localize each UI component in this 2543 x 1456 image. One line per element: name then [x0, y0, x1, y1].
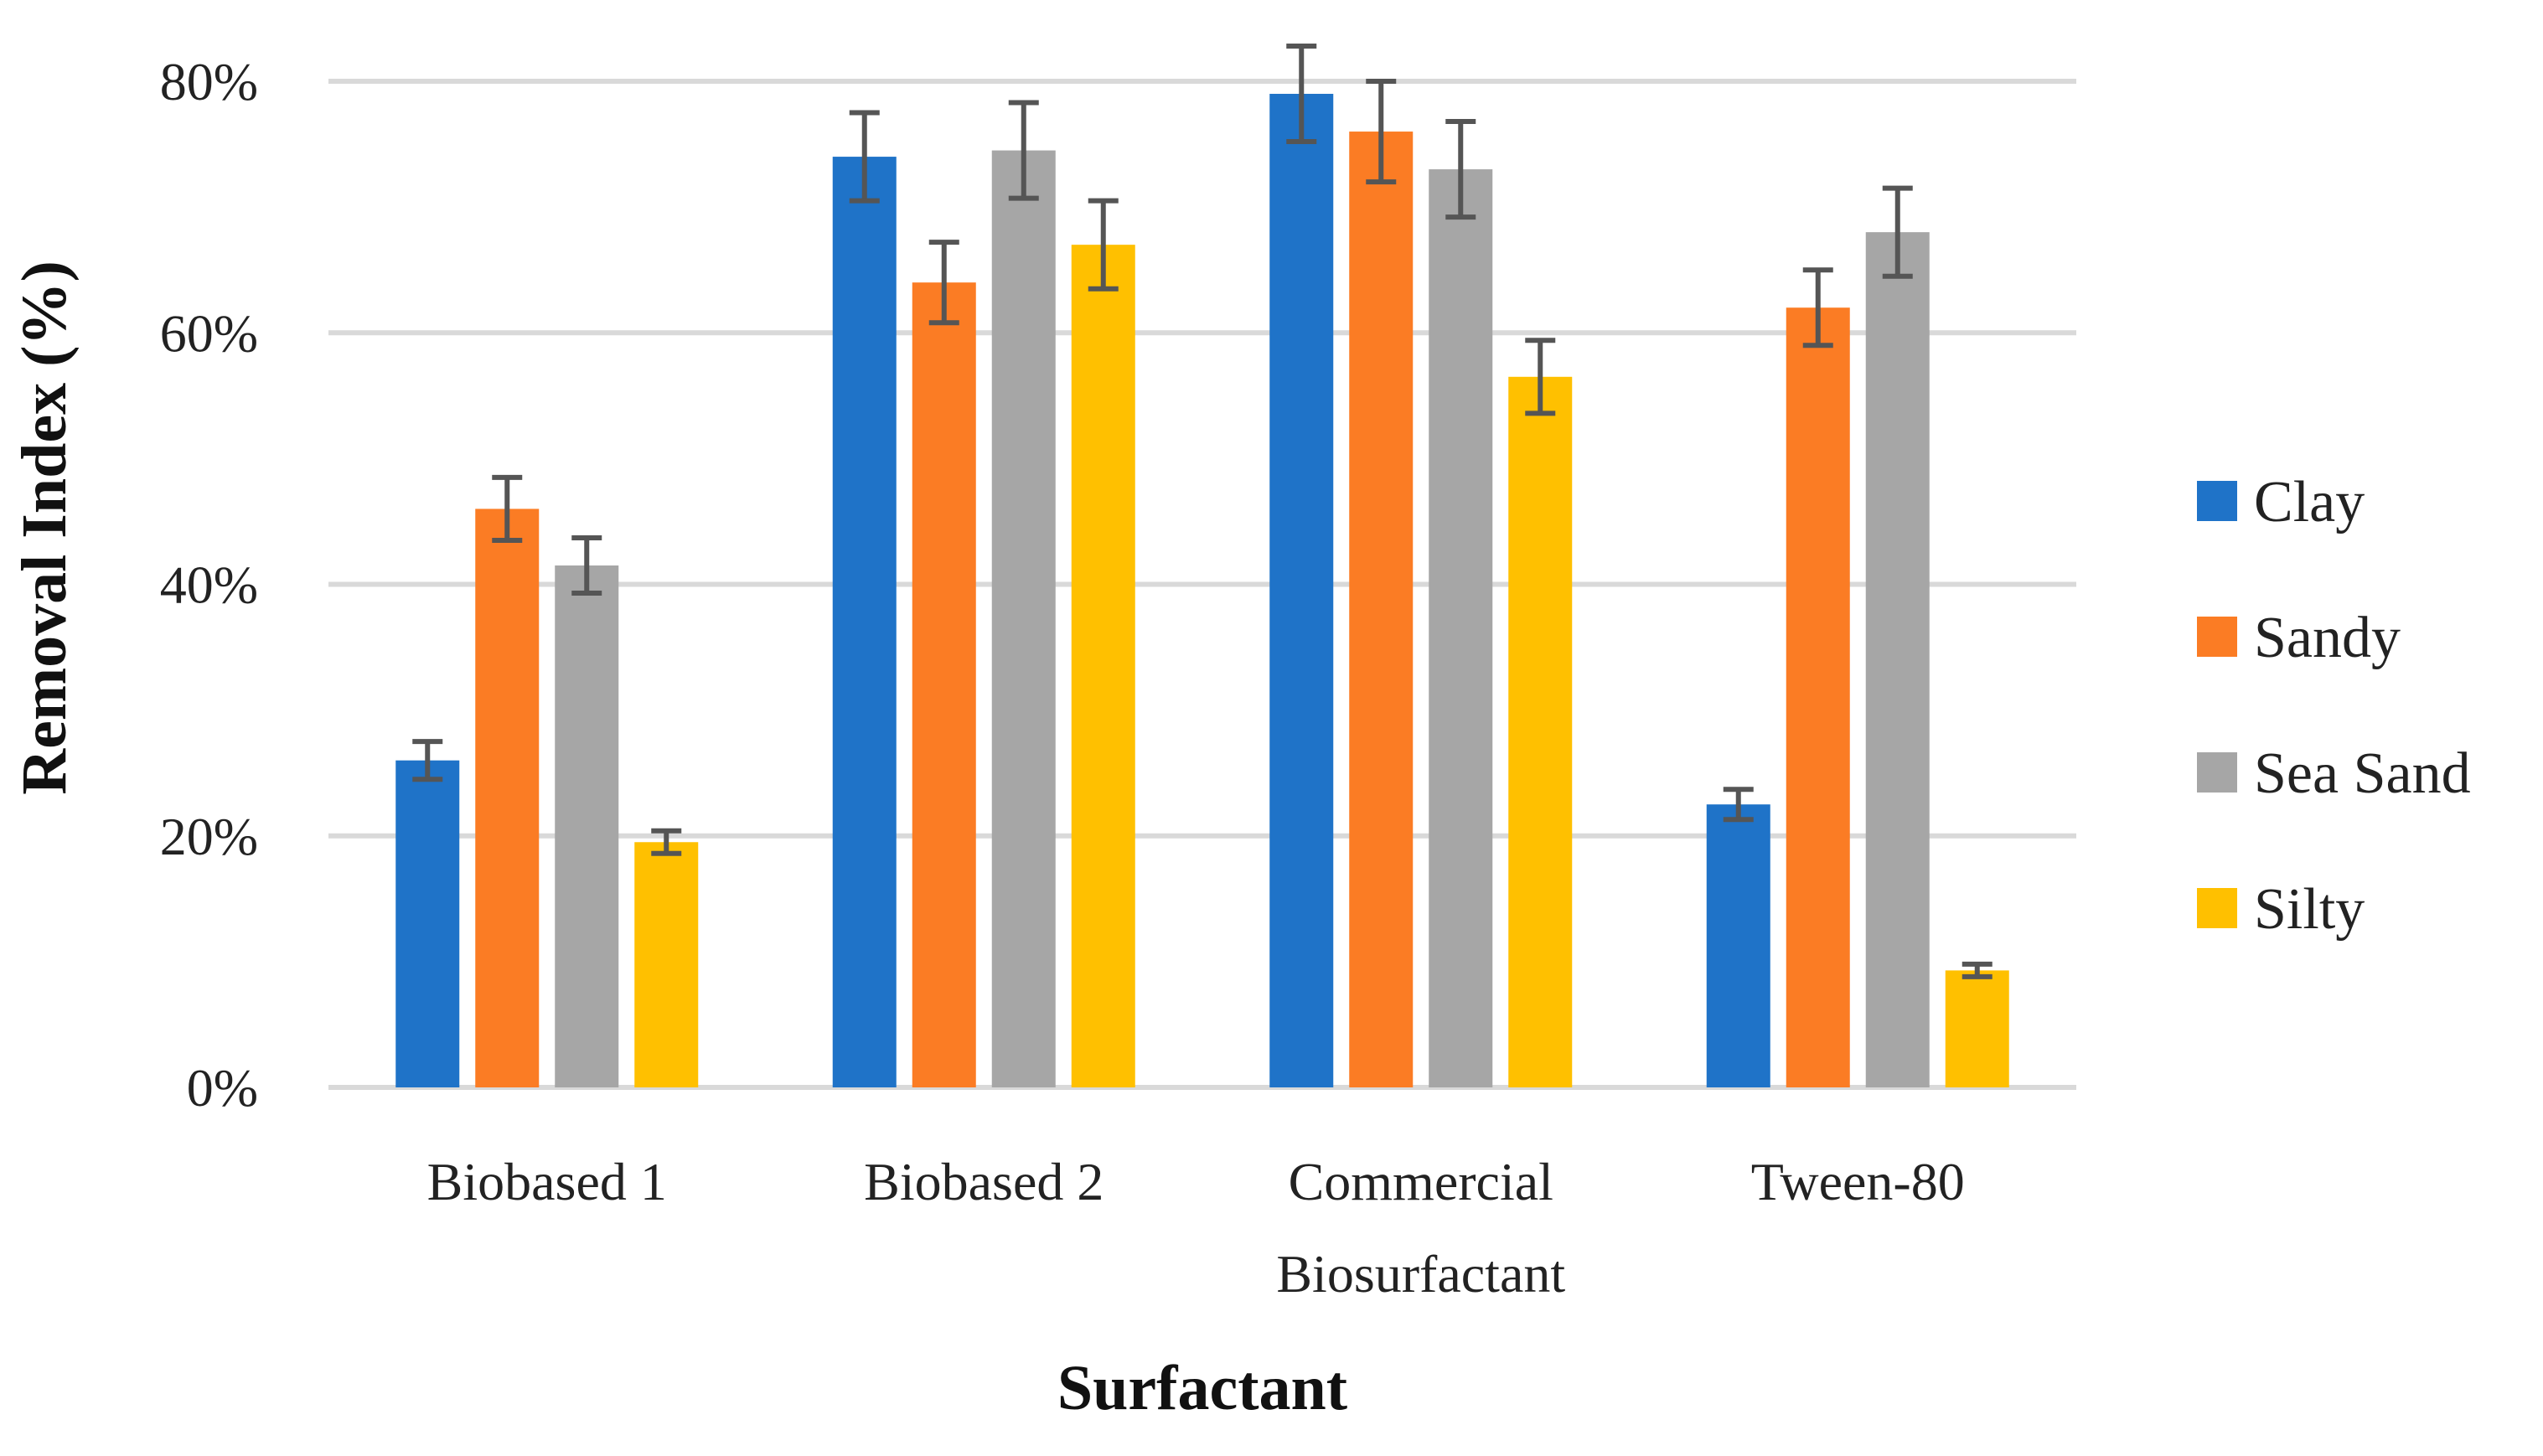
x-tick-label: Tween-80	[1751, 1152, 1965, 1211]
x-tick-label: Biobased 1	[427, 1152, 667, 1211]
x-tick-label: Commercial Biosurfactant	[1276, 1152, 1565, 1304]
error-bar	[492, 474, 523, 543]
legend-item: Silty	[2197, 877, 2365, 942]
error-bar	[651, 828, 682, 856]
error-bar	[571, 534, 602, 596]
bar-silty	[1508, 376, 1573, 1087]
error-bar	[412, 739, 443, 782]
bar-clay	[1706, 804, 1770, 1087]
bar-clay	[395, 760, 460, 1087]
legend-swatch	[2197, 752, 2237, 793]
bar-sea-sand	[991, 150, 1056, 1088]
error-bar	[1802, 267, 1833, 349]
error-bar	[849, 110, 880, 204]
legend-item: Sea Sand	[2197, 741, 2471, 806]
legend-item: Clay	[2197, 470, 2365, 534]
error-bar	[1962, 961, 1993, 979]
error-bar	[1723, 787, 1754, 823]
y-axis-title: Removal Index (%)	[9, 261, 80, 795]
legend-swatch	[2197, 617, 2237, 657]
error-bar	[1286, 43, 1317, 145]
error-bars	[412, 43, 1993, 979]
legend-swatch	[2197, 481, 2237, 521]
bar-silty	[1945, 970, 2009, 1087]
bar-silty	[1071, 245, 1135, 1088]
error-bar	[928, 240, 959, 326]
bar-sea-sand	[1429, 169, 1493, 1087]
y-tick-label: 80%	[160, 52, 258, 111]
legend-label: Clay	[2254, 470, 2365, 534]
legend-label: Sea Sand	[2254, 741, 2471, 806]
x-tick-label: Biobased 2	[864, 1152, 1104, 1211]
legend: Clay Sandy Sea Sand Silty	[2197, 470, 2471, 942]
y-tick-label: 0%	[187, 1058, 258, 1118]
legend-item: Sandy	[2197, 606, 2401, 670]
bar-clay	[832, 157, 897, 1088]
legend-swatch	[2197, 888, 2237, 928]
bar-sea-sand	[1865, 232, 1930, 1087]
y-tick-label: 40%	[160, 555, 258, 615]
bar-sandy	[912, 282, 976, 1087]
error-bar	[1008, 100, 1039, 201]
error-bar	[1088, 198, 1119, 292]
x-axis-ticks: Biobased 1 Biobased 2 Commercial Biosurfact…	[427, 1152, 1965, 1304]
gridlines	[328, 79, 2076, 1090]
error-bar	[1366, 79, 1397, 185]
bar-sandy	[1786, 307, 1850, 1088]
error-bar	[1445, 119, 1476, 220]
bar-sandy	[1349, 132, 1414, 1087]
error-bar	[1882, 185, 1913, 279]
y-tick-label: 20%	[160, 807, 258, 866]
y-tick-label: 60%	[160, 303, 258, 363]
error-bar	[1525, 338, 1556, 416]
bar-sea-sand	[555, 565, 619, 1087]
bar-sandy	[475, 509, 540, 1087]
y-axis-ticks: 0% 20% 40% 60% 80%	[160, 52, 258, 1118]
x-axis-title: Surfactant	[1057, 1353, 1347, 1423]
bars	[395, 94, 2009, 1088]
bar-clay	[1269, 94, 1334, 1088]
legend-label: Sandy	[2254, 606, 2401, 670]
bar-silty	[634, 842, 699, 1087]
legend-label: Silty	[2254, 877, 2365, 942]
